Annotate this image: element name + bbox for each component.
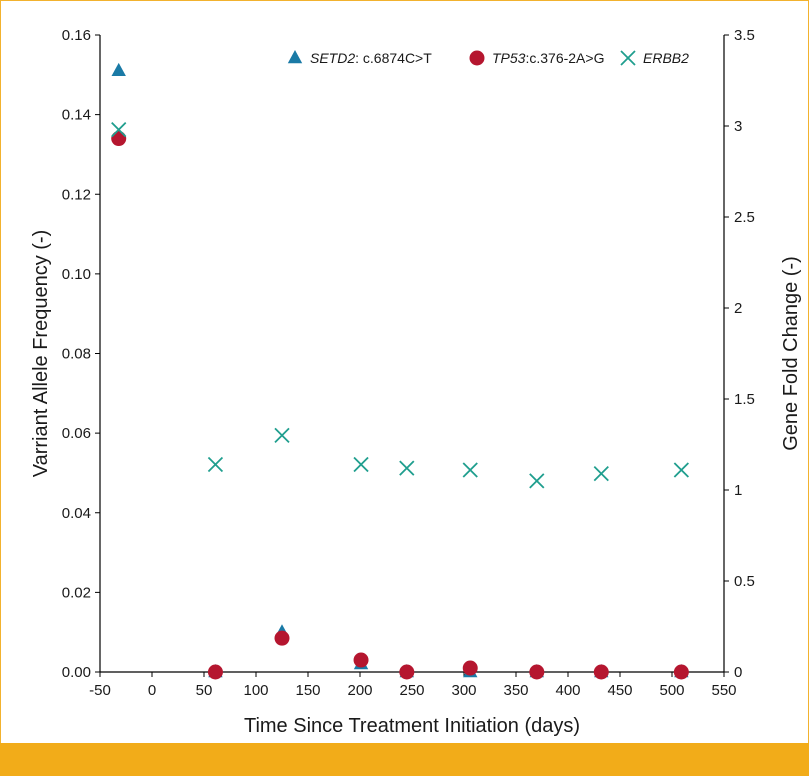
x-tick-label: -50 <box>89 682 111 699</box>
x-marker-stroke <box>207 456 224 473</box>
x-tick-label: 450 <box>607 682 632 699</box>
erbb2-point <box>399 460 415 476</box>
y-tick-label: 0.06 <box>62 425 91 442</box>
y-tick-label: 0.04 <box>62 505 91 522</box>
erbb2-point <box>353 456 369 473</box>
x-tick-label: 200 <box>347 682 372 699</box>
y-axis-ticks: 0.00 0.02 0.04 0.06 0.08 0.10 0.12 0.14 0.16 <box>62 27 100 681</box>
x-marker-stroke <box>593 465 609 482</box>
x-tick-label: 550 <box>711 682 736 699</box>
y2-tick-label: 1 <box>734 482 742 499</box>
legend-label-erbb2: ERBB2 <box>643 50 689 66</box>
erbb2-point <box>207 456 224 473</box>
y-tick-label: 0.10 <box>62 266 91 283</box>
y2-tick-label: 2.5 <box>734 209 755 226</box>
tp53-point <box>353 652 369 668</box>
y2-tick-label: 3.5 <box>734 27 755 44</box>
x-marker-stroke <box>529 473 545 489</box>
y2-axis-label: Gene Fold Change (-) <box>780 256 802 451</box>
y-tick-label: 0.08 <box>62 346 91 363</box>
tp53-point <box>111 131 127 147</box>
legend-marker-erbb2 <box>620 50 636 66</box>
y-tick-label: 0.16 <box>62 27 91 44</box>
y2-tick-label: 2 <box>734 300 742 317</box>
erbb2-point <box>593 465 609 482</box>
legend-item-setd2: SETD2: c.6874C>T <box>287 50 432 66</box>
x-tick-label: 150 <box>295 682 320 699</box>
tp53-point <box>673 664 689 680</box>
x-tick-label: 500 <box>659 682 684 699</box>
x-marker-stroke <box>462 462 478 478</box>
y2-tick-label: 0.5 <box>734 573 755 590</box>
x-tick-label: 50 <box>196 682 213 699</box>
tp53-point <box>529 664 545 680</box>
plot-area <box>99 35 725 673</box>
legend-label-setd2: SETD2: c.6874C>T <box>310 50 432 66</box>
legend-gene-name: TP53 <box>492 50 526 66</box>
x-tick-label: 300 <box>451 682 476 699</box>
legend-label-tp53: TP53:c.376-2A>G <box>492 50 604 66</box>
erbb2-point <box>673 462 689 478</box>
y-tick-label: 0.00 <box>62 664 91 681</box>
chart-frame <box>0 0 809 744</box>
erbb2-point <box>274 427 290 444</box>
x-marker-stroke <box>620 50 636 66</box>
x-axis-label: Time Since Treatment Initiation (days) <box>244 715 580 737</box>
erbb2-point <box>529 473 545 489</box>
legend-item-tp53: TP53:c.376-2A>G <box>469 50 604 66</box>
erbb2-point <box>462 462 478 478</box>
x-axis-ticks: -50 0 50 100 150 200 250 300 350 400 450 500 550 <box>89 672 737 699</box>
x-marker-stroke <box>673 462 689 478</box>
bottom-accent-band <box>0 743 809 776</box>
x-tick-label: 100 <box>243 682 268 699</box>
y2-tick-label: 3 <box>734 118 742 135</box>
legend-variant-name: : c.6874C>T <box>355 50 432 66</box>
tp53-point <box>207 664 223 680</box>
legend-item-erbb2: ERBB2 <box>620 50 689 66</box>
y2-tick-label: 0 <box>734 664 742 681</box>
tp53-point <box>399 664 415 680</box>
x-marker-stroke <box>274 427 290 444</box>
y-tick-label: 0.12 <box>62 186 91 203</box>
erbb2-point <box>111 122 127 138</box>
x-tick-label: 0 <box>148 682 156 699</box>
x-tick-label: 250 <box>399 682 424 699</box>
x-marker-stroke <box>111 122 127 138</box>
legend-gene-name: SETD2 <box>310 50 355 66</box>
legend-variant-name: :c.376-2A>G <box>525 50 604 66</box>
x-marker-stroke <box>353 456 369 473</box>
legend-marker-setd2 <box>287 50 303 64</box>
data-marks <box>111 62 689 680</box>
y-axis-label: Varriant Allele Frequency (-) <box>30 230 52 478</box>
legend: SETD2: c.6874C>T TP53:c.376-2A>G ERBB2 <box>287 50 689 66</box>
y-tick-label: 0.02 <box>62 584 91 601</box>
x-marker-stroke <box>399 460 415 476</box>
tp53-point <box>593 664 609 680</box>
x-tick-label: 400 <box>555 682 580 699</box>
y-tick-label: 0.14 <box>62 107 91 124</box>
x-tick-label: 350 <box>503 682 528 699</box>
y2-tick-label: 1.5 <box>734 391 755 408</box>
tp53-point <box>462 660 478 676</box>
legend-gene-name: ERBB2 <box>643 50 689 66</box>
y2-axis-ticks: 0 0.5 1 1.5 2 2.5 3 3.5 <box>724 27 755 681</box>
tp53-point <box>274 630 290 646</box>
legend-marker-tp53 <box>469 50 485 66</box>
setd2-point <box>111 62 126 77</box>
